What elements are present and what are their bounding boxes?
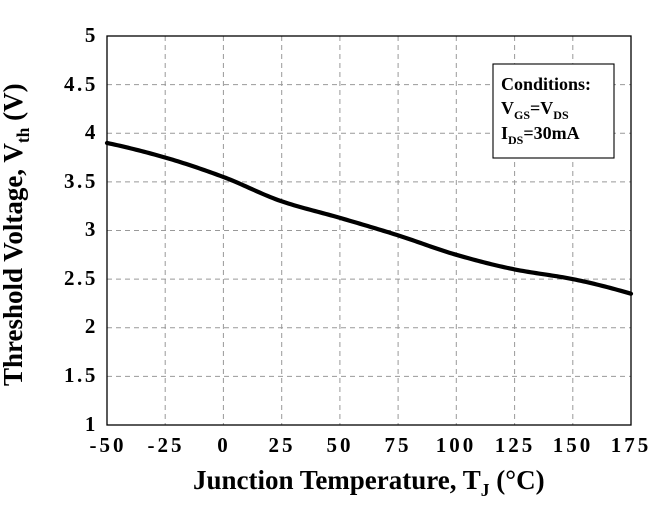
svg-text:2: 2 bbox=[85, 314, 98, 338]
svg-text:4.5: 4.5 bbox=[64, 72, 98, 96]
svg-text:25: 25 bbox=[269, 433, 296, 457]
svg-text:Junction Temperature, TJ (°C): Junction Temperature, TJ (°C) bbox=[193, 465, 545, 500]
svg-text:-50: -50 bbox=[90, 433, 127, 457]
svg-text:3: 3 bbox=[85, 217, 98, 241]
svg-text:50: 50 bbox=[327, 433, 354, 457]
svg-text:2.5: 2.5 bbox=[64, 266, 98, 290]
svg-text:-25: -25 bbox=[148, 433, 185, 457]
svg-text:75: 75 bbox=[385, 433, 412, 457]
svg-text:175: 175 bbox=[611, 433, 652, 457]
svg-text:Conditions:: Conditions: bbox=[501, 74, 591, 94]
svg-text:4: 4 bbox=[85, 120, 98, 144]
svg-text:5: 5 bbox=[85, 23, 98, 47]
svg-text:3.5: 3.5 bbox=[64, 169, 98, 193]
svg-text:0: 0 bbox=[217, 433, 231, 457]
svg-text:1.5: 1.5 bbox=[64, 363, 98, 387]
svg-text:150: 150 bbox=[553, 433, 594, 457]
svg-text:100: 100 bbox=[436, 433, 477, 457]
svg-text:125: 125 bbox=[495, 433, 536, 457]
